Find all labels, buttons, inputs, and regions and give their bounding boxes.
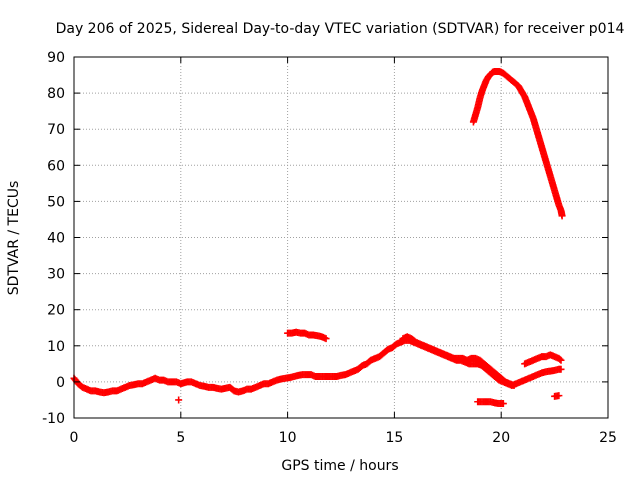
series-segment-10-12 [284,328,330,343]
y-tick-label: 70 [47,122,65,138]
series-main [70,336,565,397]
y-tick-label: 90 [47,50,65,66]
series-branch-a [399,333,518,390]
data-point [510,382,518,390]
y-tick-label: 40 [47,231,65,247]
series-isolated [175,392,563,404]
data-point [556,355,564,363]
x-tick-label: 10 [279,430,297,446]
y-tick-label: 10 [47,339,65,355]
y-tick-label: 80 [47,86,65,102]
data-point [555,392,563,400]
data-point [557,365,565,373]
series-segment-19-20 [474,398,507,408]
y-tick-label: 20 [47,303,65,319]
data-point [322,335,330,343]
data-point [558,212,566,220]
x-tick-label: 5 [176,430,185,446]
y-tick-label: 0 [56,375,65,391]
x-tick-label: 0 [70,430,79,446]
data-point [175,396,183,404]
y-tick-label: 60 [47,158,65,174]
series-high-arc [469,67,566,220]
y-tick-label: 50 [47,194,65,210]
chart-title: Day 206 of 2025, Sidereal Day-to-day VTE… [56,21,625,37]
data-layer [70,67,566,408]
data-point [499,400,507,408]
series-segment-21-22.8 [521,351,565,368]
tick-layer: 0 5 10 15 20 25 -10 0 10 20 30 40 50 60 70 80 90 [42,50,617,446]
x-tick-label: 15 [385,430,403,446]
x-tick-label: 20 [492,430,510,446]
x-axis-label: GPS time / hours [281,458,398,474]
y-tick-label: -10 [42,411,65,427]
y-axis-label: SDTVAR / TECUs [6,181,22,296]
y-tick-label: 30 [47,267,65,283]
data-point [557,356,565,364]
x-tick-label: 25 [599,430,617,446]
